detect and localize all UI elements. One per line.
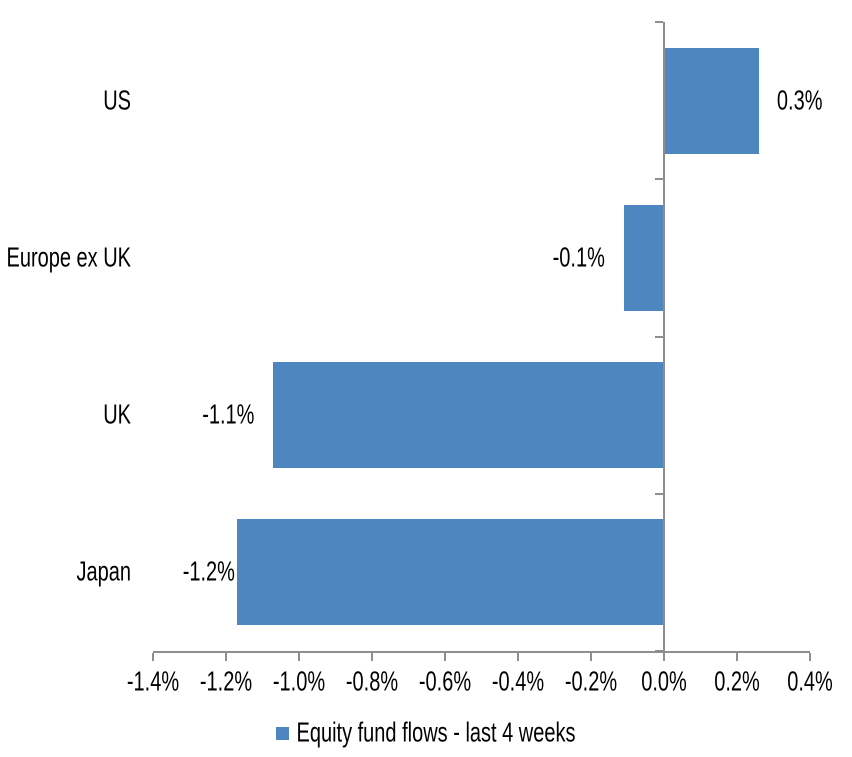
x-axis-tick [809,653,811,661]
x-axis-tick-label-5: -0.4% [491,666,545,698]
y-axis-tick [655,21,663,23]
y-axis-tick [655,335,663,338]
zero-axis-line [663,22,665,651]
category-label-us: US [103,85,131,117]
category-label-japan: Japan [76,556,132,588]
legend: Equity fund flows - last 4 weeks [0,719,852,747]
value-label-uk: -1.1% [202,399,255,431]
value-label-us: 0.3% [776,85,823,117]
x-axis-tick-label-9: 0.4% [787,666,833,698]
bar-uk [273,362,664,469]
x-axis-tick-label-6: -0.2% [564,666,618,698]
x-axis-tick [736,653,738,661]
value-label-japan: -1.2% [182,556,235,588]
x-axis-tick [225,653,227,661]
category-label-uk: UK [103,399,131,431]
x-axis-tick [517,653,519,661]
x-axis-tick [590,653,592,661]
x-axis-tick-label-1: -1.2% [199,666,253,698]
x-axis-tick [298,653,300,661]
x-axis-tick-label-8: 0.2% [714,666,760,698]
x-axis-tick [663,653,665,661]
x-axis-tick [371,653,373,661]
category-label-europe-ex-uk: Europe ex UK [6,242,131,274]
x-axis-tick [152,653,154,661]
value-label-europe-ex-uk: -0.1% [552,242,605,274]
x-axis-line [153,651,810,653]
x-axis-tick-label-2: -1.0% [272,666,326,698]
x-axis-tick-label-4: -0.6% [418,666,472,698]
y-axis-tick [655,492,663,495]
legend-label: Equity fund flows - last 4 weeks [296,717,576,749]
bar-japan [236,519,664,626]
y-axis-tick [655,178,663,181]
legend-color-swatch [276,726,290,740]
x-axis-tick [444,653,446,661]
bar-europe-ex-uk [623,204,664,311]
x-axis-tick-label-0: -1.4% [126,666,180,698]
bar-us [664,47,759,154]
x-axis-tick-label-3: -0.8% [345,666,399,698]
x-axis-tick-label-7: 0.0% [641,666,687,698]
